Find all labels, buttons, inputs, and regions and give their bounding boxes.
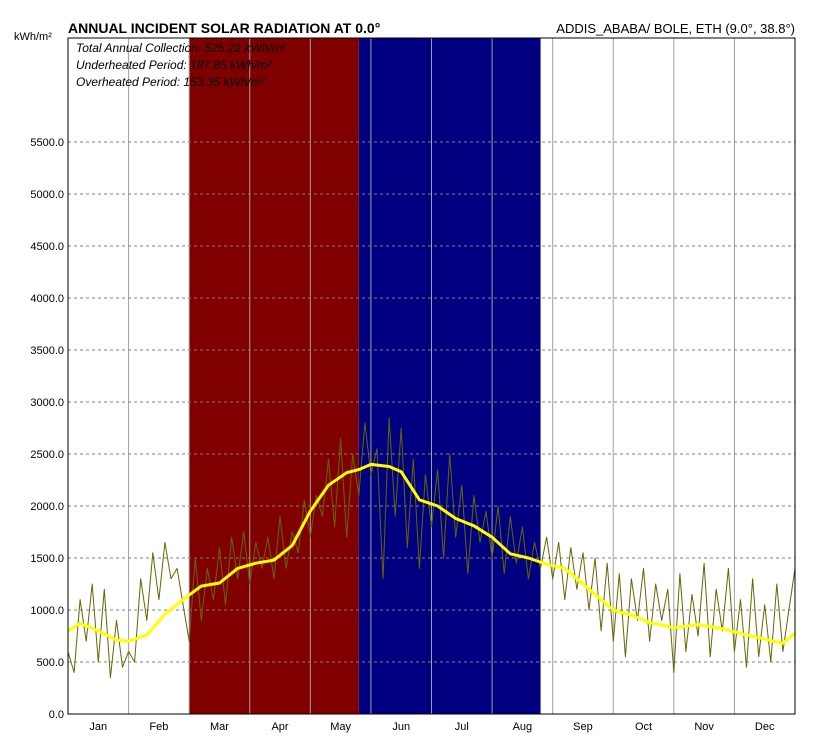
y-tick-label: 3500.0 [30,345,64,357]
x-tick-label: Dec [755,721,775,733]
series-layer [67,417,796,679]
x-tick-label: Jun [392,721,410,733]
x-tick-label: Aug [513,721,533,733]
plot-frame [67,37,796,715]
y-tick-label: 2000.0 [30,501,64,513]
y-tick-label: 0.0 [49,709,64,721]
y-tick-label: 3000.0 [30,397,64,409]
x-tick-label: Nov [694,721,714,733]
series-line-average [67,462,796,645]
chart-title: ANNUAL INCIDENT SOLAR RADIATION AT 0.0° [68,20,380,36]
period-band-overheated [358,38,541,714]
x-tick-label: Mar [210,721,229,733]
x-tick-label: Oct [635,721,652,733]
annotation-underheated: Underheated Period: 187.85 kWh/m² [76,58,272,72]
x-tick-label: Apr [271,721,288,733]
y-tick-label: 1000.0 [30,605,64,617]
grid-layer [68,38,795,714]
y-tick-label: 2500.0 [30,449,64,461]
series-line-daily [67,417,796,679]
x-tick-label: Feb [149,721,168,733]
x-tick-label: Jul [455,721,469,733]
period-layer [189,38,541,714]
y-tick-label: 4500.0 [30,241,64,253]
x-tick-label: May [330,721,351,733]
x-tick-label: Jan [89,721,107,733]
y-axis-label: kWh/m² [14,31,52,43]
x-tick-label: Sep [573,721,593,733]
period-band-underheated [189,38,359,714]
location-label: ADDIS_ABABA/ BOLE, ETH (9.0°, 38.8°) [556,21,795,36]
y-tick-label: 5500.0 [30,137,64,149]
axis-layer: Jan Feb Mar Apr May Jun Jul Aug Sep Oct Nov Dec 0.0 5… [30,37,796,733]
y-tick-label: 4000.0 [30,293,64,305]
y-tick-label: 500.0 [36,657,64,669]
y-tick-label: 5000.0 [30,189,64,201]
annotation-total: Total Annual Collection: 525.22 kWh/m² [76,41,287,55]
annotation-overheated: Overheated Period: 153.35 kWh/m² [76,75,266,89]
y-tick-label: 1500.0 [30,553,64,565]
